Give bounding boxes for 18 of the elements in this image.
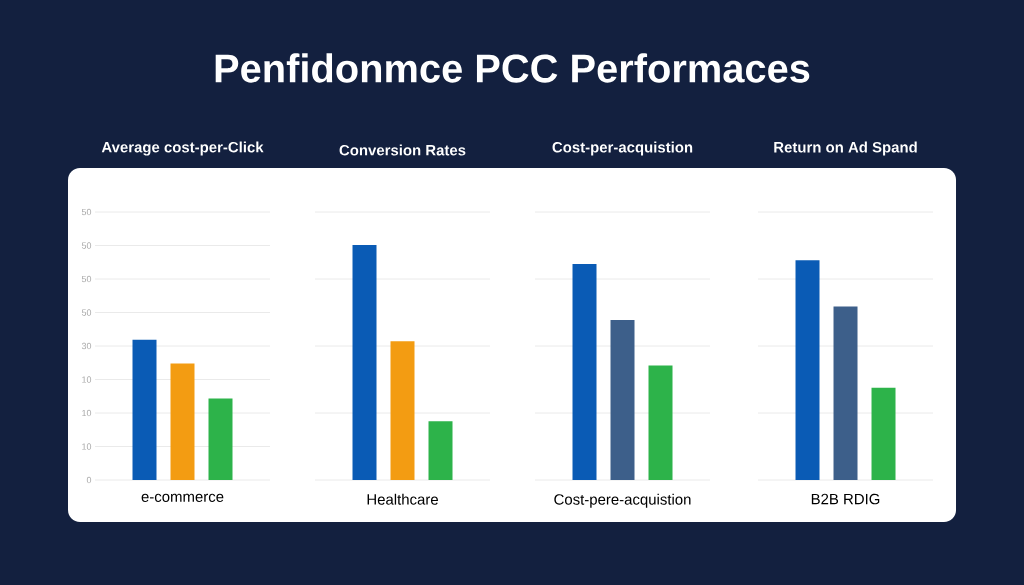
text: 30 — [81, 342, 92, 350]
text: 50 — [81, 208, 92, 216]
text: 50 — [81, 275, 92, 283]
text: 50 — [81, 242, 92, 249]
text: 10 — [82, 443, 92, 450]
x-tick-label: B2B RDIG — [811, 493, 880, 505]
text: 10 — [82, 409, 92, 417]
x-tick-label: Cost-pere-acquistion — [554, 493, 691, 508]
chart-title: Conversion Rates — [339, 144, 466, 156]
text: Penfidonmce PCC Performaces — [215, 53, 810, 83]
text: 0 — [86, 476, 92, 484]
text: 50 — [81, 309, 92, 316]
chart-title: Average cost-per-Click — [101, 141, 264, 156]
chart-title: Return on Ad Spand — [774, 141, 917, 156]
chart-title: Cost-per-acquistion — [552, 141, 693, 156]
text: 10 — [82, 376, 92, 383]
x-tick-label: Healthcare — [367, 493, 438, 505]
x-tick-label: e-commerce — [141, 493, 224, 502]
